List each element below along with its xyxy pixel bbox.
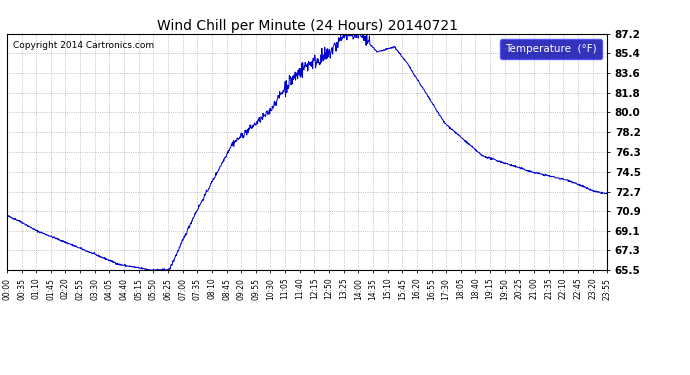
Title: Wind Chill per Minute (24 Hours) 20140721: Wind Chill per Minute (24 Hours) 2014072… [157,19,457,33]
Text: Copyright 2014 Cartronics.com: Copyright 2014 Cartronics.com [13,41,154,50]
Legend: Temperature  (°F): Temperature (°F) [500,39,602,59]
